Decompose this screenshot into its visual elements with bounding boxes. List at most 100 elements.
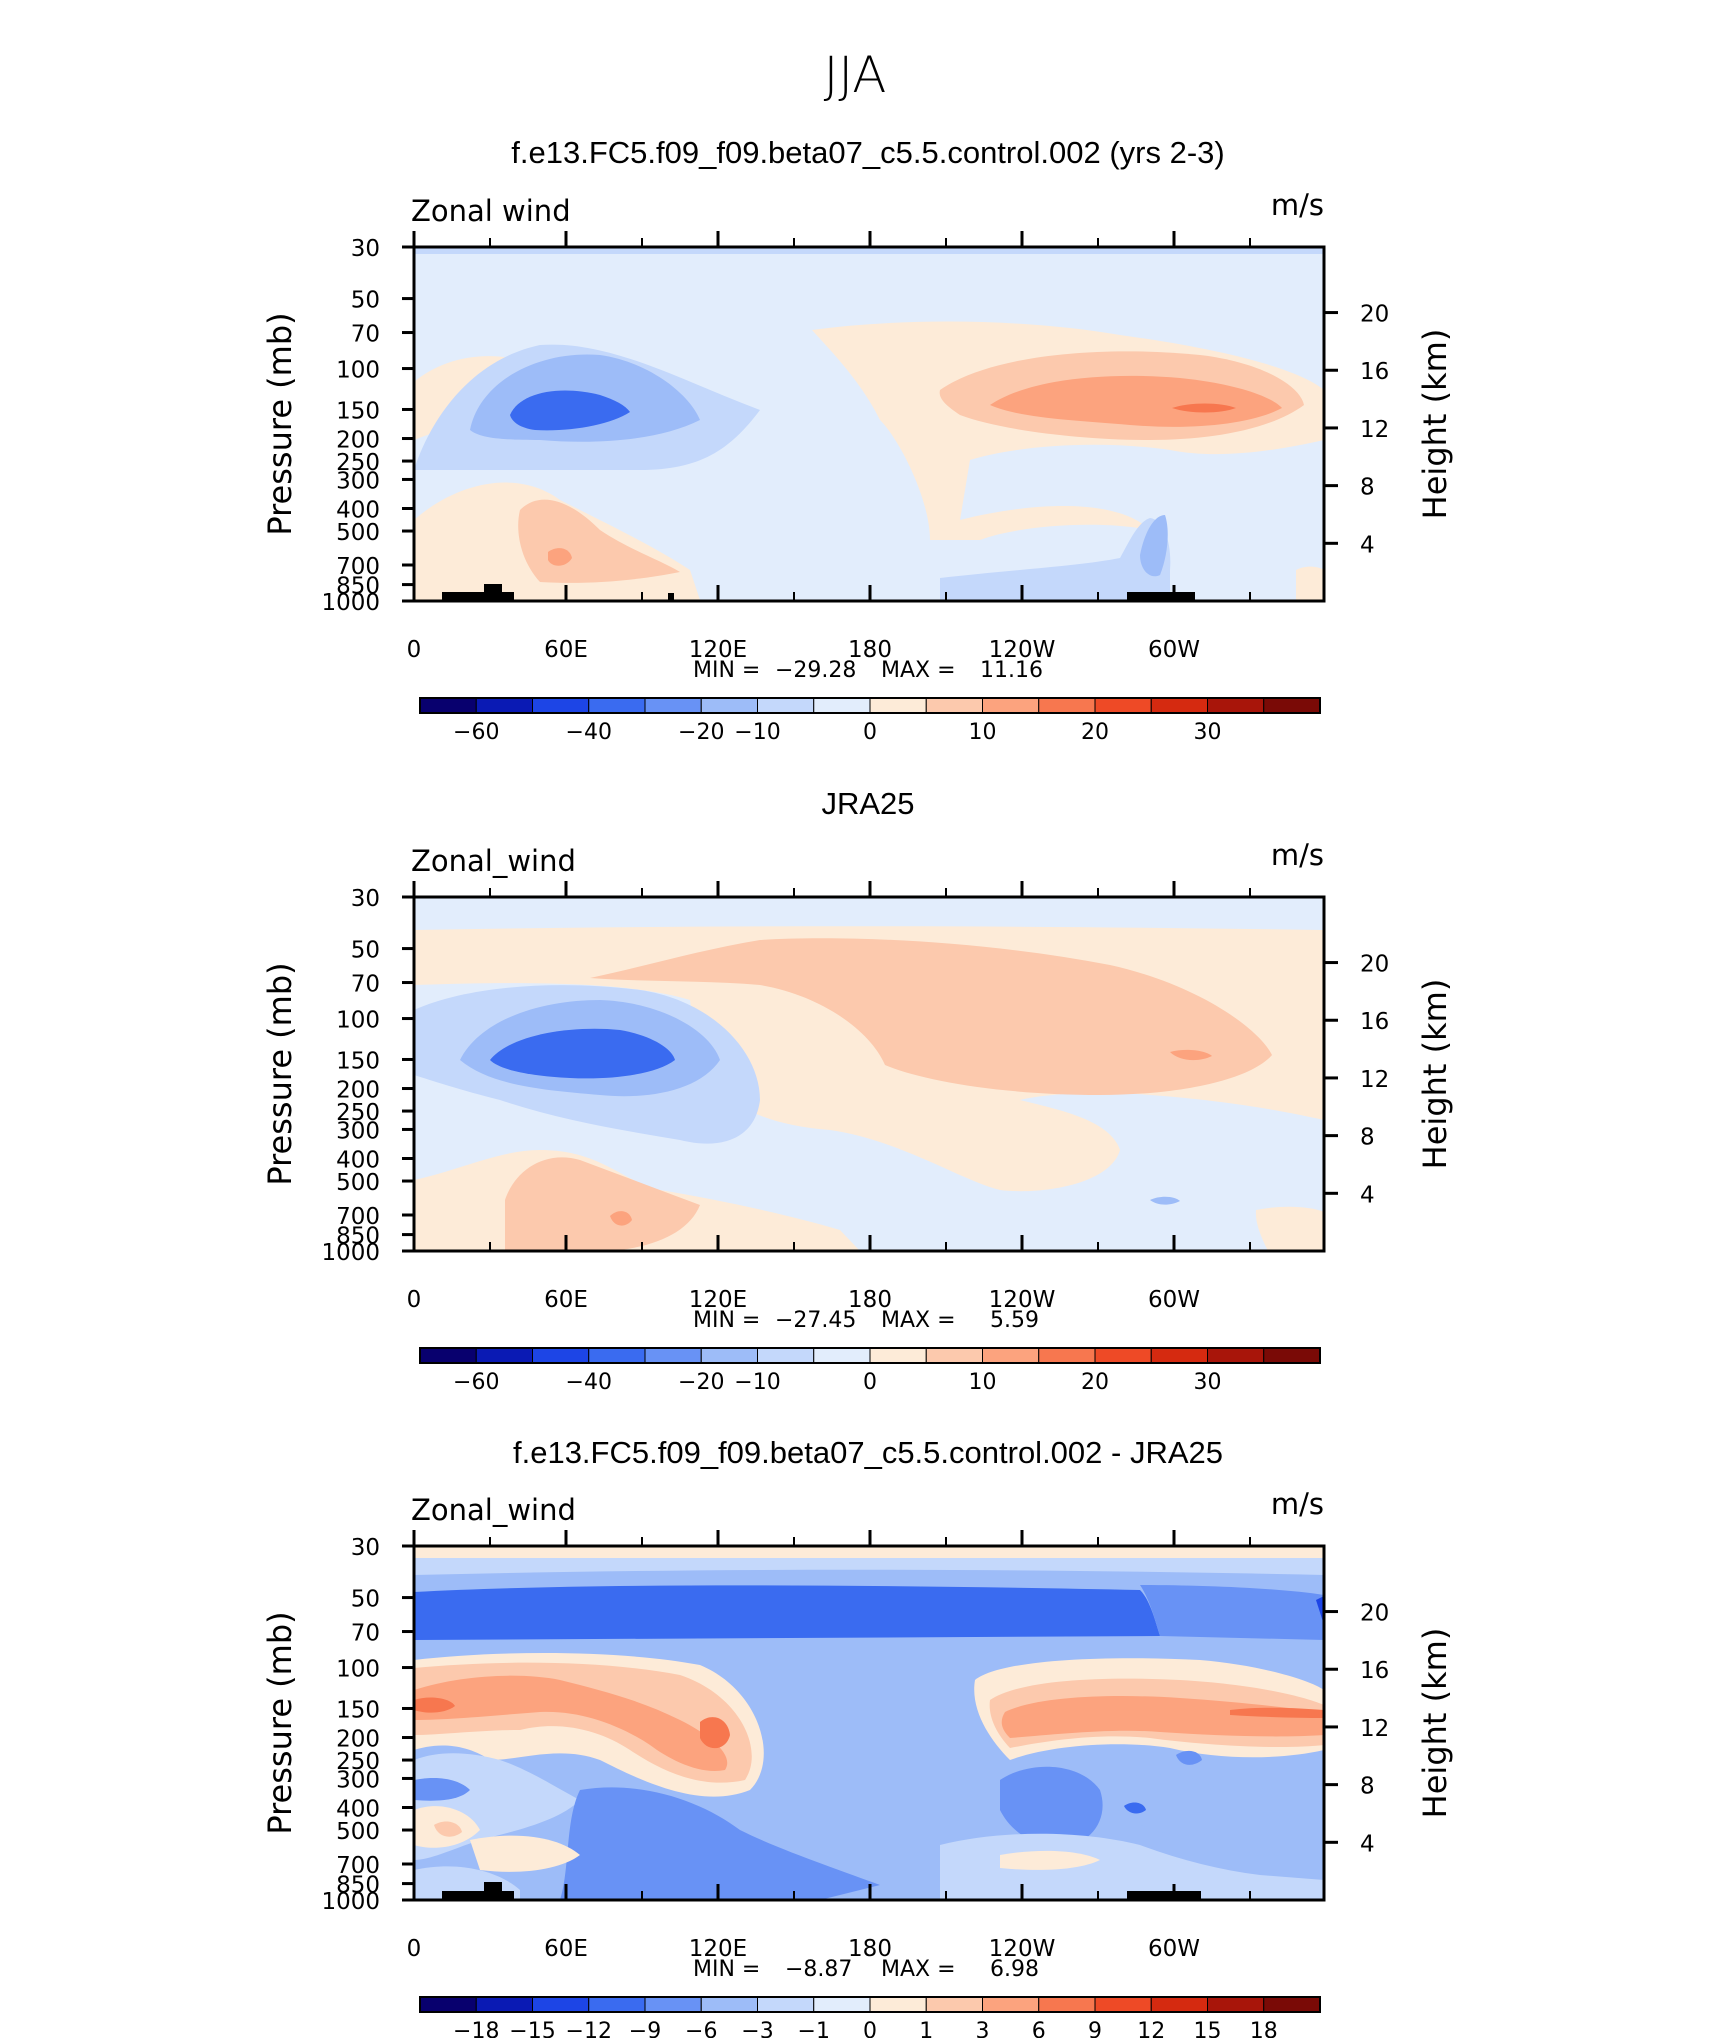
colorbar-frame — [419, 1347, 1321, 1364]
colorbar-label: −10 — [734, 1370, 780, 1395]
colorbar-label: −6 — [685, 2019, 717, 2038]
colorbar-swatch — [475, 1347, 533, 1364]
min-value: −27.45 — [775, 1308, 856, 1333]
colorbar-swatch — [1094, 1996, 1152, 2013]
colorbar-label: −60 — [453, 1370, 499, 1395]
right-axis-label: Height (km) — [1416, 329, 1454, 520]
colorbar-label: 9 — [1088, 2019, 1102, 2038]
x-tick-label: 60E — [544, 637, 588, 663]
y-tick-label: 100 — [336, 1008, 380, 1034]
y-tick-label: 50 — [351, 1587, 380, 1613]
panel-title: JRA25 — [821, 786, 914, 821]
y-tick-label: 500 — [336, 1170, 380, 1196]
colorbar-swatch — [757, 1347, 815, 1364]
x-tick-label: 60W — [1148, 637, 1200, 663]
y-tick-label: 250 — [336, 1100, 380, 1126]
colorbar-label: 18 — [1250, 2019, 1278, 2038]
y-tick-label: 700 — [336, 1204, 380, 1230]
colorbar-swatch — [869, 1996, 927, 2013]
y-tick-label: 700 — [336, 554, 380, 580]
max-label: MAX = — [881, 658, 956, 683]
y-tick-label: 300 — [336, 1767, 380, 1793]
y-tick-label: 50 — [351, 938, 380, 964]
y-tick-label: 50 — [351, 288, 380, 314]
x-ticks: 0 60E 120E 180 120W 60W — [407, 231, 1251, 663]
height-tick-label: 4 — [1360, 1831, 1375, 1857]
colorbar-frame — [419, 1996, 1321, 2013]
colorbar-label: 0 — [863, 720, 877, 745]
min-value: −29.28 — [775, 658, 856, 683]
height-tick-label: 20 — [1360, 302, 1389, 328]
height-tick-label: 20 — [1360, 1601, 1389, 1627]
y-tick-label: 200 — [336, 428, 380, 454]
colorbar-swatch — [1207, 1347, 1265, 1364]
y-tick-label: 30 — [351, 236, 380, 262]
x-tick-label: 120E — [689, 1936, 747, 1962]
colorbar-swatch — [869, 1347, 927, 1364]
height-tick-label: 12 — [1360, 1716, 1389, 1742]
height-tick-label: 8 — [1360, 475, 1375, 501]
height-tick-label: 20 — [1360, 952, 1389, 978]
colorbar-label: 3 — [976, 2019, 990, 2038]
stats-line: MIN = −29.28 MAX = 11.16 — [693, 658, 1043, 683]
panel-2: JRA25 Zonal_wind m/s 0 60E 120E 180 120W 60W … — [261, 786, 1454, 1395]
min-value: −8.87 — [785, 1957, 852, 1982]
colorbar-label: −1 — [798, 2019, 830, 2038]
max-value: 5.59 — [990, 1308, 1039, 1333]
colorbar-swatch — [644, 1996, 702, 2013]
colorbar-swatch — [813, 1996, 871, 2013]
height-tick-label: 16 — [1360, 1658, 1389, 1684]
y-tick-label: 70 — [351, 972, 380, 998]
y-tick-label: 30 — [351, 1535, 380, 1561]
min-label: MIN = — [693, 1957, 760, 1982]
colorbar-swatch — [1094, 1347, 1152, 1364]
colorbar-swatch — [532, 1996, 590, 2013]
colorbar-label: 10 — [969, 720, 997, 745]
min-label: MIN = — [693, 1308, 760, 1333]
colorbar-label: 0 — [863, 1370, 877, 1395]
x-tick-label: 120W — [989, 637, 1056, 663]
y-tick-label: 250 — [336, 450, 380, 476]
y-tick-label: 300 — [336, 468, 380, 494]
x-ticks: 0 60E 120E 180 120W 60W — [407, 1530, 1251, 1962]
x-tick-label: 120E — [689, 1287, 747, 1313]
colorbar-swatch — [700, 1996, 758, 2013]
y-tick-label: 850 — [336, 1224, 380, 1250]
colorbar-swatch — [532, 1347, 590, 1364]
colorbar-label: 12 — [1137, 2019, 1165, 2038]
panel-title: f.e13.FC5.f09_f09.beta07_c5.5.control.00… — [511, 135, 1224, 170]
x-tick-label: 0 — [407, 1936, 422, 1962]
y-tick-label: 200 — [336, 1727, 380, 1753]
colorbar-swatch — [982, 1347, 1040, 1364]
units-label: m/s — [1271, 1487, 1324, 1521]
figure-title: JJA — [824, 46, 887, 104]
y-tick-label: 500 — [336, 1819, 380, 1845]
colorbar-swatch — [588, 697, 646, 714]
colorbar-label: −20 — [678, 720, 724, 745]
colorbar-swatch — [925, 1347, 983, 1364]
colorbar-swatch — [813, 1347, 871, 1364]
x-tick-label: 60E — [544, 1287, 588, 1313]
x-tick-label: 120W — [989, 1287, 1056, 1313]
colorbar-swatch — [1207, 697, 1265, 714]
colorbar-label: 20 — [1081, 720, 1109, 745]
height-tick-label: 16 — [1360, 1009, 1389, 1035]
colorbar-label: 1 — [919, 2019, 933, 2038]
units-label: m/s — [1271, 188, 1324, 222]
y-axis-label: Pressure (mb) — [261, 312, 299, 535]
y-tick-label: 150 — [336, 1697, 380, 1723]
y-tick-label: 100 — [336, 1657, 380, 1683]
colorbar-swatch — [982, 1996, 1040, 2013]
y-tick-label: 400 — [336, 1147, 380, 1173]
colorbar-swatch — [644, 1347, 702, 1364]
colorbar-swatch — [1207, 1996, 1265, 2013]
y-tick-label: 150 — [336, 1048, 380, 1074]
max-label: MAX = — [881, 1957, 956, 1982]
right-axis-label: Height (km) — [1416, 979, 1454, 1170]
plot-area — [414, 1546, 1324, 1900]
y-tick-label: 1000 — [321, 1889, 380, 1915]
y-tick-label: 400 — [336, 497, 380, 523]
colorbar: −60 −40 −20 −10 0 10 20 30 — [419, 697, 1321, 745]
colorbar-swatch — [1150, 697, 1208, 714]
